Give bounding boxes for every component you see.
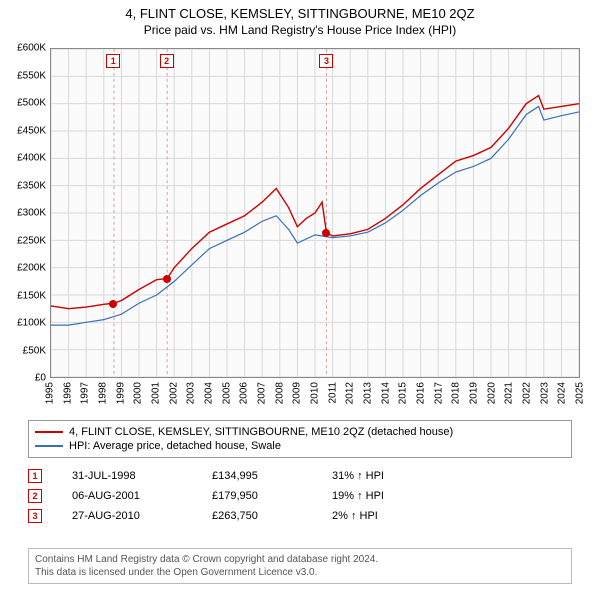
y-tick-label: £100K xyxy=(0,318,46,329)
sale-marker-dot xyxy=(322,229,330,237)
sale-marker-label: 3 xyxy=(319,54,333,68)
x-tick-label: 2009 xyxy=(292,382,303,404)
sale-index-box: 3 xyxy=(28,509,42,523)
chart-area: 1 2 3 xyxy=(50,48,580,378)
x-tick-label: 1998 xyxy=(98,382,109,404)
y-tick-label: £300K xyxy=(0,208,46,219)
sale-price: £179,950 xyxy=(212,490,332,502)
y-tick-label: £50K xyxy=(0,345,46,356)
x-tick-label: 2025 xyxy=(575,382,586,404)
sale-row: 1 31-JUL-1998£134,99531% ↑ HPI xyxy=(28,466,572,486)
x-tick-label: 2010 xyxy=(310,382,321,404)
x-tick-label: 2008 xyxy=(274,382,285,404)
x-tick-label: 2024 xyxy=(557,382,568,404)
sale-date: 27-AUG-2010 xyxy=(72,510,212,522)
sale-diff-vs-hpi: 2% ↑ HPI xyxy=(332,510,452,522)
x-tick-label: 2013 xyxy=(363,382,374,404)
chart-subtitle: Price paid vs. HM Land Registry's House … xyxy=(0,21,600,41)
y-tick-label: £250K xyxy=(0,235,46,246)
x-tick-label: 1995 xyxy=(45,382,56,404)
legend-label: HPI: Average price, detached house, Swal… xyxy=(69,440,281,452)
y-tick-label: £400K xyxy=(0,153,46,164)
y-tick-label: £200K xyxy=(0,263,46,274)
sale-date: 31-JUL-1998 xyxy=(72,470,212,482)
x-tick-label: 2018 xyxy=(451,382,462,404)
x-tick-label: 1997 xyxy=(80,382,91,404)
sale-diff-vs-hpi: 19% ↑ HPI xyxy=(332,490,452,502)
legend-item: 4, FLINT CLOSE, KEMSLEY, SITTINGBOURNE, … xyxy=(35,425,565,439)
footer-line-2: This data is licensed under the Open Gov… xyxy=(35,566,565,579)
x-tick-label: 1996 xyxy=(62,382,73,404)
x-tick-label: 2022 xyxy=(522,382,533,404)
sale-diff-vs-hpi: 31% ↑ HPI xyxy=(332,470,452,482)
x-tick-label: 2014 xyxy=(380,382,391,404)
y-tick-label: £600K xyxy=(0,43,46,54)
legend-swatch xyxy=(35,431,63,433)
legend-item: HPI: Average price, detached house, Swal… xyxy=(35,439,565,453)
x-tick-label: 2011 xyxy=(327,382,338,404)
x-tick-label: 1999 xyxy=(115,382,126,404)
y-tick-label: £350K xyxy=(0,180,46,191)
x-tick-label: 2002 xyxy=(168,382,179,404)
x-tick-label: 2015 xyxy=(398,382,409,404)
footer-line-1: Contains HM Land Registry data © Crown c… xyxy=(35,553,565,566)
y-tick-label: £550K xyxy=(0,70,46,81)
legend-swatch xyxy=(35,445,63,447)
x-tick-label: 2017 xyxy=(433,382,444,404)
sale-marker-dot xyxy=(109,300,117,308)
y-tick-label: £150K xyxy=(0,290,46,301)
x-tick-label: 2006 xyxy=(239,382,250,404)
x-tick-label: 2023 xyxy=(539,382,550,404)
sale-date: 06-AUG-2001 xyxy=(72,490,212,502)
sale-price: £134,995 xyxy=(212,470,332,482)
sale-row: 3 27-AUG-2010£263,7502% ↑ HPI xyxy=(28,506,572,526)
x-tick-label: 2000 xyxy=(133,382,144,404)
y-tick-label: £500K xyxy=(0,98,46,109)
sale-index-box: 2 xyxy=(28,489,42,503)
sale-price: £263,750 xyxy=(212,510,332,522)
x-tick-label: 2012 xyxy=(345,382,356,404)
sales-table: 1 31-JUL-1998£134,99531% ↑ HPI 2 06-AUG-200… xyxy=(28,466,572,526)
x-tick-label: 2003 xyxy=(186,382,197,404)
attribution-footer: Contains HM Land Registry data © Crown c… xyxy=(28,548,572,584)
x-tick-label: 2007 xyxy=(257,382,268,404)
sale-marker-label: 2 xyxy=(160,54,174,68)
y-tick-label: £0 xyxy=(0,373,46,384)
x-tick-label: 2004 xyxy=(204,382,215,404)
x-tick-label: 2016 xyxy=(416,382,427,404)
legend-label: 4, FLINT CLOSE, KEMSLEY, SITTINGBOURNE, … xyxy=(69,426,453,438)
chart-title: 4, FLINT CLOSE, KEMSLEY, SITTINGBOURNE, … xyxy=(0,0,600,21)
x-tick-label: 2001 xyxy=(151,382,162,404)
sale-index-box: 1 xyxy=(28,469,42,483)
x-tick-label: 2005 xyxy=(221,382,232,404)
x-tick-label: 2021 xyxy=(504,382,515,404)
sale-row: 2 06-AUG-2001£179,95019% ↑ HPI xyxy=(28,486,572,506)
y-tick-label: £450K xyxy=(0,125,46,136)
sale-marker-dot xyxy=(163,275,171,283)
sale-marker-label: 1 xyxy=(106,54,120,68)
legend: 4, FLINT CLOSE, KEMSLEY, SITTINGBOURNE, … xyxy=(28,420,572,458)
x-tick-label: 2020 xyxy=(486,382,497,404)
chart-plot xyxy=(50,48,580,378)
x-tick-label: 2019 xyxy=(469,382,480,404)
